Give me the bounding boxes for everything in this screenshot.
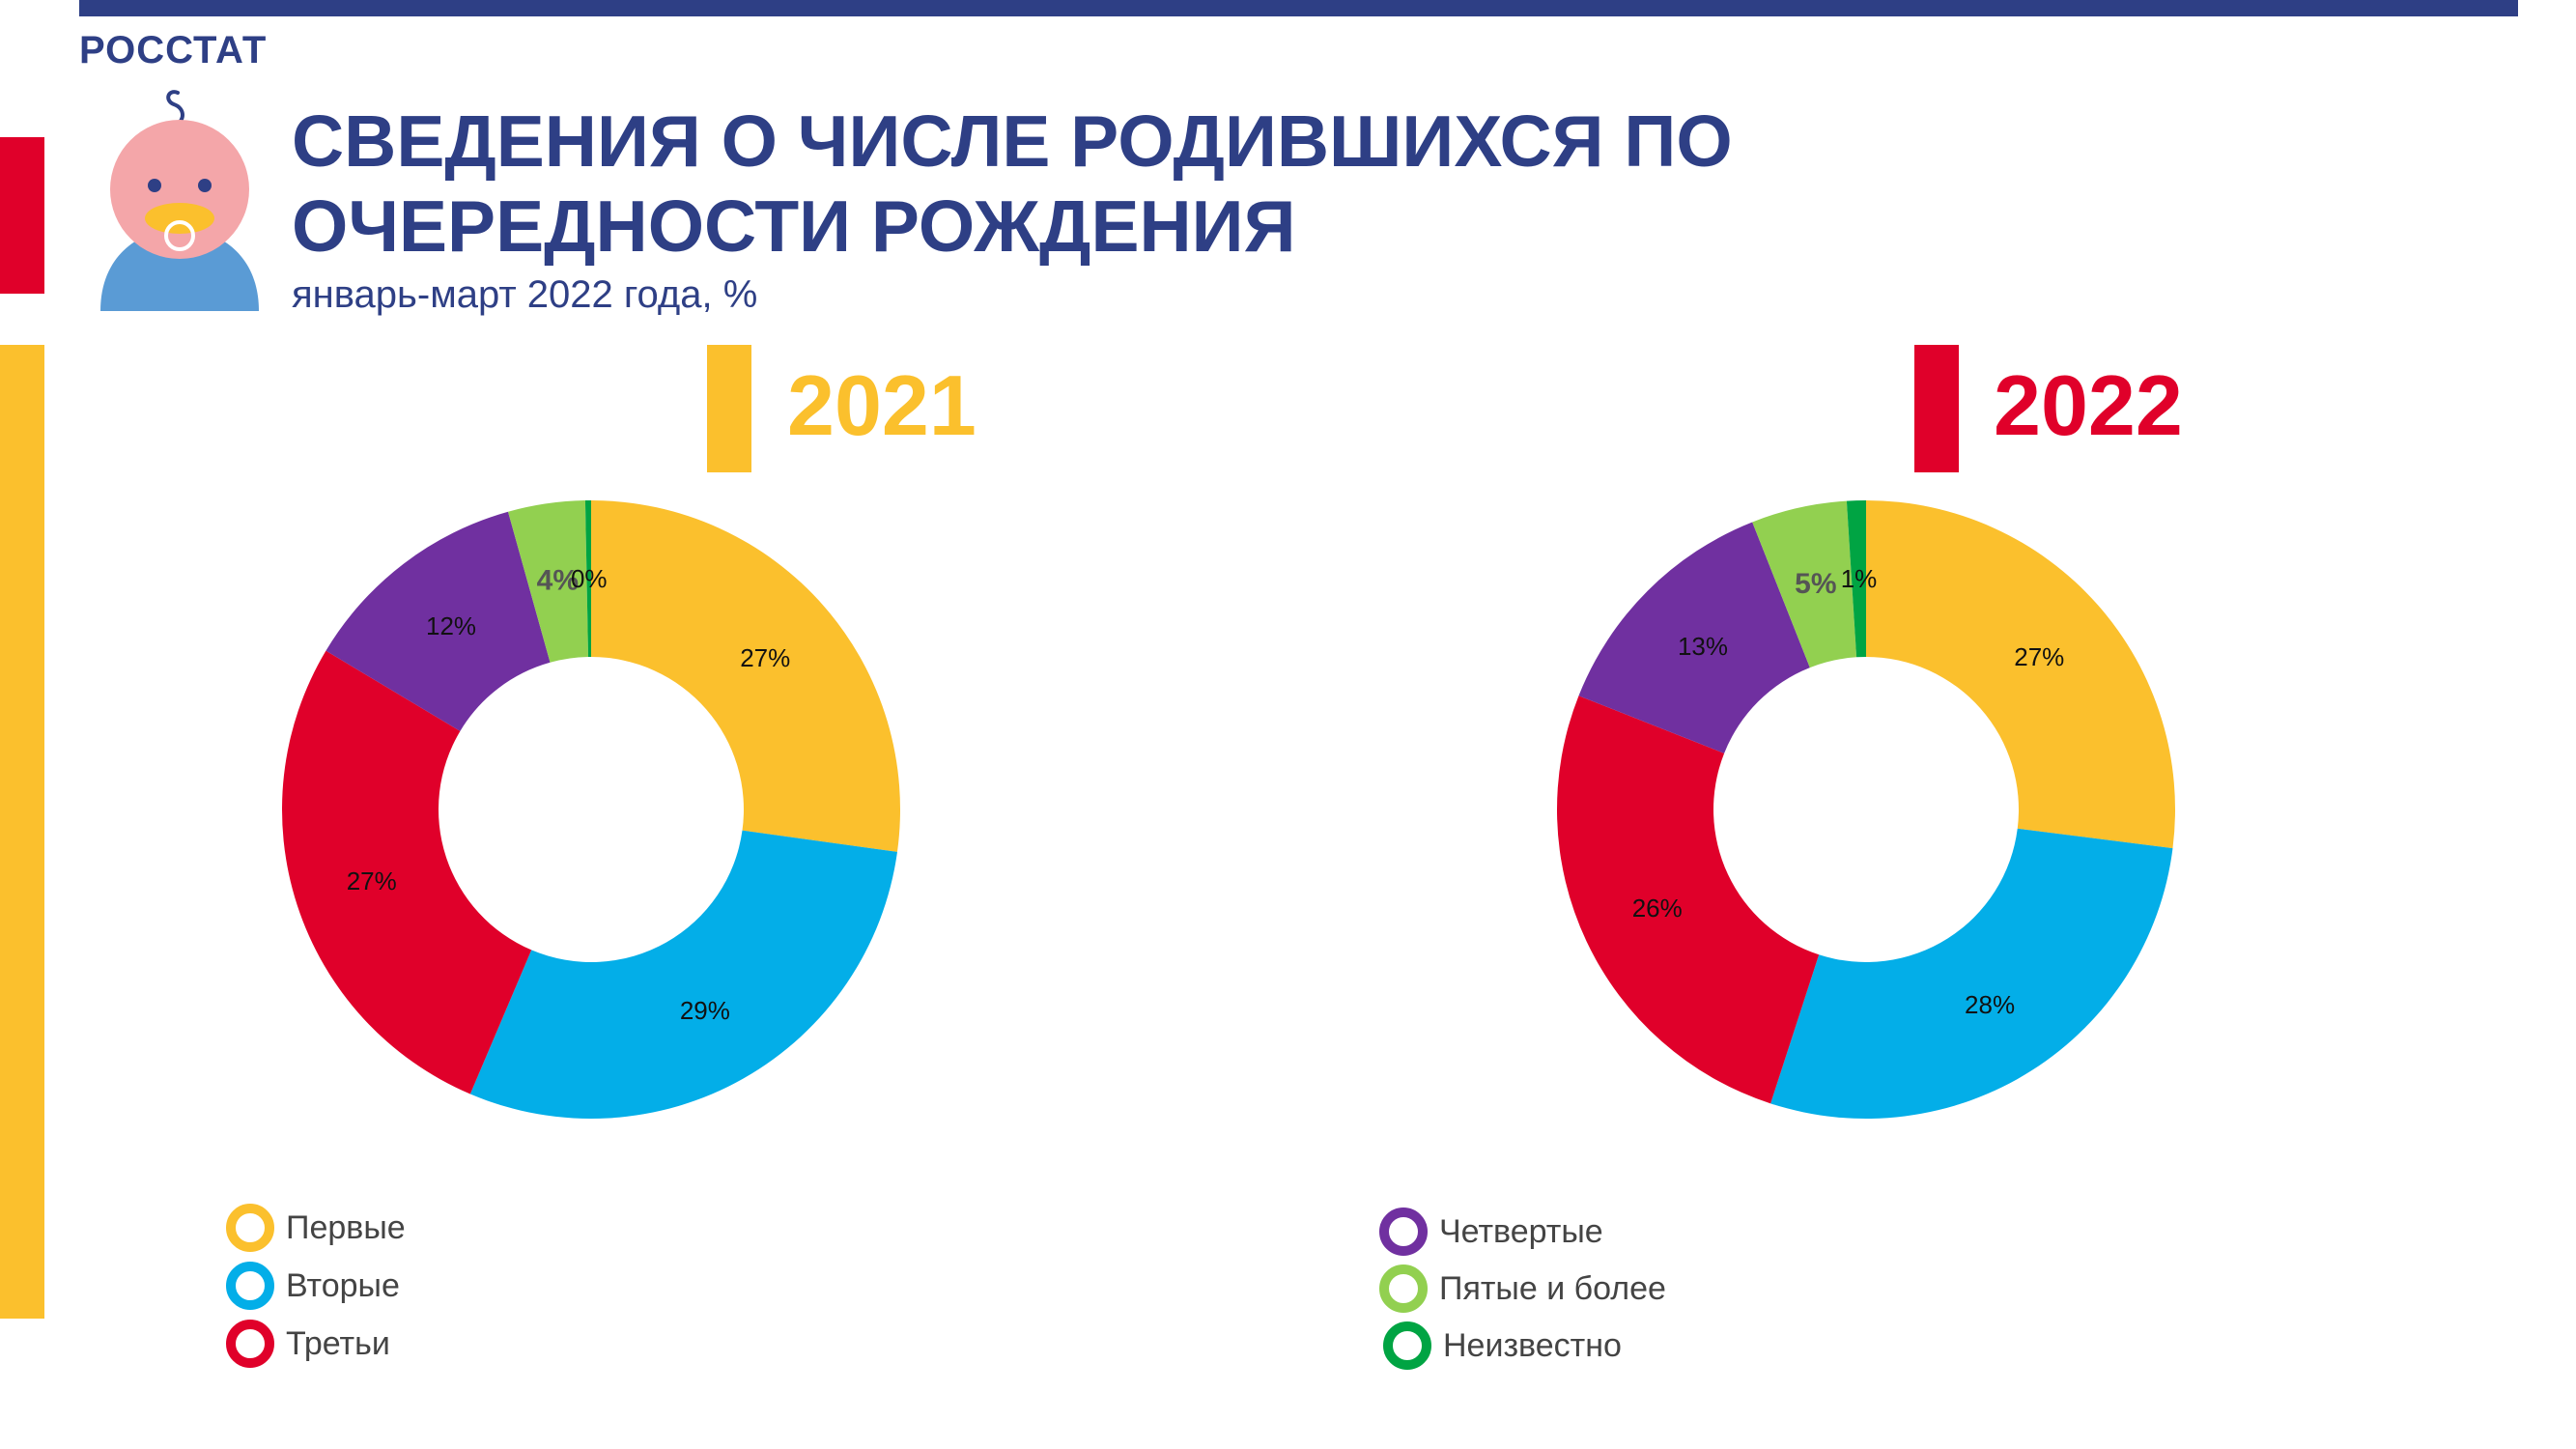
donut-2022-slice-3 bbox=[1578, 522, 1810, 753]
legend-label: Неизвестно bbox=[1443, 1326, 1622, 1364]
donut-2021-slice-4 bbox=[508, 500, 589, 663]
legend-item-second: Вторые bbox=[226, 1262, 400, 1310]
legend-swatch-fourth bbox=[1379, 1208, 1428, 1256]
legend-swatch-fifth bbox=[1379, 1264, 1428, 1313]
legend-swatch-second bbox=[226, 1262, 274, 1310]
donut-2021-label-3: 12% bbox=[426, 611, 476, 640]
legend-item-first: Первые bbox=[226, 1204, 406, 1252]
donut-2022-label-4: 5% bbox=[1795, 568, 1836, 600]
legend-label: Четвертые bbox=[1439, 1212, 1603, 1250]
donut-2021-label-5: 0% bbox=[571, 564, 608, 593]
chart-title-2022: 2022 bbox=[1994, 357, 2183, 453]
donut-2021-label-1: 29% bbox=[680, 996, 730, 1025]
donut-2021-slice-0 bbox=[591, 500, 900, 852]
donut-2022-label-0: 27% bbox=[2014, 642, 2064, 671]
donut-2022-slice-0 bbox=[1866, 500, 2175, 849]
page-title: СВЕДЕНИЯ О ЧИСЛЕ РОДИВШИХСЯ ПО ОЧЕРЕДНОС… bbox=[292, 99, 1733, 269]
year-2022-marker bbox=[1914, 345, 1959, 472]
legend-label: Вторые bbox=[286, 1266, 400, 1304]
donut-2021-label-4: 4% bbox=[537, 565, 579, 597]
donut-2021-slice-2 bbox=[281, 650, 532, 1094]
top-bar bbox=[79, 0, 2518, 16]
legend-swatch-third bbox=[226, 1320, 274, 1368]
legend-label: Третьи bbox=[286, 1324, 390, 1362]
title-line-2: ОЧЕРЕДНОСТИ РОЖДЕНИЯ bbox=[292, 185, 1296, 267]
donut-2022-label-5: 1% bbox=[1841, 564, 1878, 593]
donut-2021-slice-1 bbox=[469, 830, 897, 1119]
year-2021-marker bbox=[707, 345, 751, 472]
donut-2021-label-0: 27% bbox=[740, 643, 790, 672]
donut-2021-slice-3 bbox=[326, 511, 551, 731]
legend-swatch-unknown bbox=[1383, 1321, 1431, 1370]
legend-item-fourth: Четвертые bbox=[1379, 1208, 1603, 1256]
donut-2022-label-3: 13% bbox=[1678, 632, 1728, 661]
donut-2022-slice-4 bbox=[1752, 500, 1857, 668]
page-subtitle: январь-март 2022 года, % bbox=[292, 273, 758, 316]
chart-title-2021: 2021 bbox=[787, 357, 977, 453]
legend-swatch-first bbox=[226, 1204, 274, 1252]
donut-2022-label-2: 26% bbox=[1632, 894, 1683, 923]
donut-2022-slice-2 bbox=[1557, 696, 1820, 1104]
donut-2022-slice-1 bbox=[1770, 828, 2173, 1120]
legend-item-third: Третьи bbox=[226, 1320, 390, 1368]
legend-item-fifth: Пятые и более bbox=[1379, 1264, 1666, 1313]
donut-2021-slice-5 bbox=[584, 500, 591, 658]
baby-icon bbox=[100, 90, 259, 311]
legend-label: Пятые и более bbox=[1439, 1269, 1666, 1307]
legend-item-unknown: Неизвестно bbox=[1383, 1321, 1622, 1370]
side-accent-red bbox=[0, 137, 44, 294]
title-line-1: СВЕДЕНИЯ О ЧИСЛЕ РОДИВШИХСЯ ПО bbox=[292, 100, 1733, 182]
brand-logo-text: РОССТАТ bbox=[79, 29, 268, 71]
legend-label: Первые bbox=[286, 1208, 406, 1246]
side-accent-yellow bbox=[0, 345, 44, 1319]
donut-2022-slice-5 bbox=[1846, 500, 1866, 658]
donut-2021-label-2: 27% bbox=[347, 867, 397, 895]
donut-2022-label-1: 28% bbox=[1965, 990, 2015, 1019]
